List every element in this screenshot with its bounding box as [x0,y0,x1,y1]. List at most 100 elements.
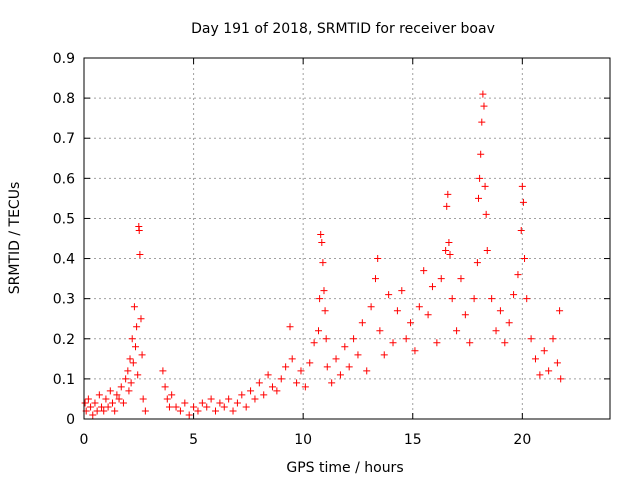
data-point-marker [488,295,496,303]
data-point-marker [374,255,382,263]
data-point-marker [129,359,137,367]
data-point-marker [424,311,432,319]
data-point-marker [482,210,490,218]
data-point-marker [273,387,281,395]
data-point-marker [159,367,167,375]
data-point-marker [84,395,92,403]
data-point-marker [161,383,169,391]
data-point-marker [332,355,340,363]
axis-ticks: 0 0.1 0.2 0.3 0.4 0.5 0.6 0.7 0.8 0.9 0 5 10 15 20 [53,51,610,448]
data-point-marker [323,363,331,371]
data-point-marker [255,379,263,387]
y-tick-label: 0.2 [53,332,75,348]
data-point-marker [130,303,138,311]
data-point-marker [475,194,482,202]
data-point-marker [138,351,146,359]
data-point-marker [163,395,171,403]
data-point-marker [437,275,445,283]
data-point-marker [461,311,469,319]
data-point-marker [98,403,106,411]
data-point-marker [328,379,336,387]
data-point-marker [310,339,318,347]
data-point-marker [527,335,535,343]
data-point-marker [317,230,325,238]
data-point-marker [93,407,101,415]
data-point-marker [297,367,305,375]
data-point-marker [251,395,259,403]
x-tick-label: 20 [513,432,531,448]
data-point-marker [247,387,255,395]
data-point-marker [185,411,193,419]
data-point-marker [106,387,114,395]
data-point-marker [345,363,353,371]
data-point-marker [124,367,132,375]
data-point-marker [457,275,465,283]
data-point-marker [288,355,296,363]
x-tick-label: 10 [294,432,312,448]
data-point-marker [282,363,290,371]
data-point-marker [549,335,557,343]
data-point-marker [519,198,527,206]
data-point-marker [135,226,143,234]
data-point-marker [141,407,149,415]
y-tick-label: 0.5 [53,211,75,227]
data-point-marker [518,182,526,190]
data-point-marker [137,315,145,323]
data-point-marker [89,411,97,419]
plot-frame [83,57,611,420]
data-point-marker [87,403,95,411]
data-point-marker [350,335,358,343]
y-tick-label: 0.9 [53,51,75,67]
data-point-marker [203,403,211,411]
data-point-marker [320,287,328,295]
data-point-marker [318,239,326,247]
data-point-marker [523,295,531,303]
data-point-marker [402,335,410,343]
data-point-marker [415,303,423,311]
data-point-marker [134,371,142,379]
data-point-marker [380,351,388,359]
data-point-marker [306,359,314,367]
data-point-marker [376,327,384,335]
data-point-marker [95,391,103,399]
data-point-marker [268,383,276,391]
data-point-marker [336,371,344,379]
data-point-marker [190,403,198,411]
data-point-marker [480,102,488,110]
data-point-marker [428,283,436,291]
data-point-marker [277,375,285,383]
data-point-marker [91,399,99,407]
data-point-marker [139,395,147,403]
data-point-marker [115,395,123,403]
x-tick-label: 5 [189,432,198,448]
data-point-marker [316,295,324,303]
data-point-marker [122,375,130,383]
data-point-marker [453,327,461,335]
data-point-marker [367,303,375,311]
y-tick-label: 0.1 [53,372,75,388]
data-point-marker [117,383,125,391]
data-point-marker [100,407,108,415]
data-point-marker [225,395,233,403]
data-point-marker [293,379,301,387]
data-point-marker [420,267,428,275]
x-tick-label: 0 [80,432,89,448]
data-point-marker [385,291,393,299]
data-point-marker [517,226,525,234]
data-point-marker [125,387,133,395]
data-point-marker [315,327,323,335]
data-point-marker [128,335,136,343]
y-tick-label: 0 [66,412,75,428]
data-point-marker [194,407,202,415]
data-point-marker [445,239,453,247]
data-point-marker [501,339,509,347]
data-point-marker [238,391,246,399]
grid-lines [84,58,610,419]
data-point-marker [229,407,237,415]
data-point-marker [398,287,406,295]
data-point-marker [553,359,561,367]
data-point-marker [444,190,452,198]
data-point-marker [111,407,119,415]
data-point-marker [478,118,486,126]
data-point-marker [181,399,189,407]
